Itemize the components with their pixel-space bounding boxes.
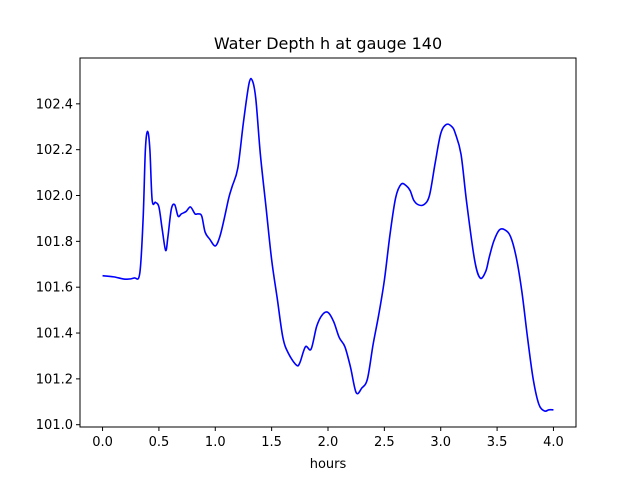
- x-tick-label: 2.5: [374, 435, 395, 450]
- y-tick-label: 102.4: [36, 97, 73, 112]
- series-line: [102, 77, 554, 413]
- plot-area: [102, 77, 554, 413]
- y-tick-label: 102.2: [36, 143, 73, 158]
- x-tick-label: 3.5: [487, 435, 508, 450]
- y-tick-label: 101.6: [36, 281, 73, 296]
- y-tick-label: 101.4: [36, 327, 73, 342]
- y-tick-label: 101.8: [36, 235, 73, 250]
- x-tick-label: 3.0: [430, 435, 451, 450]
- y-tick-label: 101.2: [36, 372, 73, 387]
- x-tick-label: 0.0: [92, 435, 113, 450]
- y-tick-label: 101.0: [36, 418, 73, 433]
- y-tick-label: 102.0: [36, 189, 73, 204]
- x-tick-label: 1.5: [261, 435, 282, 450]
- x-axis: 0.0 0.5 1.0 1.5 2.0 2.5 3.0 3.5 4.0: [92, 427, 564, 450]
- x-tick-label: 2.0: [318, 435, 339, 450]
- x-tick-label: 4.0: [543, 435, 564, 450]
- x-tick-label: 0.5: [149, 435, 170, 450]
- y-axis: 101.0 101.2 101.4 101.6 101.8 102.0 102.2 102.4: [36, 97, 80, 433]
- chart-title: Water Depth h at gauge 140: [214, 34, 442, 53]
- x-axis-label: hours: [310, 457, 347, 472]
- x-tick-label: 1.0: [205, 435, 226, 450]
